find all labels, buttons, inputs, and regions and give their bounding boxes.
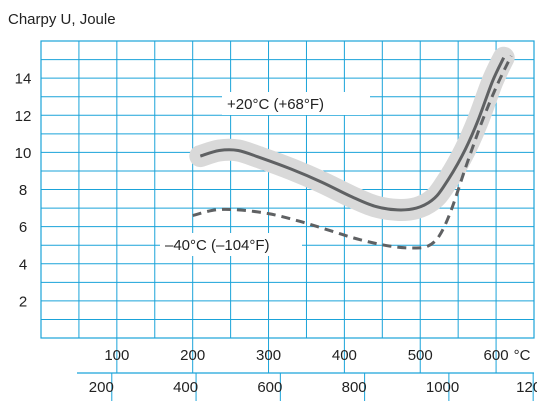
y-tick-label: 8 — [19, 182, 27, 199]
y-tick-label: 10 — [15, 145, 32, 162]
x-fahrenheit-tick-label: 600 — [257, 379, 282, 396]
y-tick-label: 6 — [19, 219, 27, 236]
series-lines — [192, 55, 513, 250]
x-fahrenheit-tick-label: 200 — [89, 379, 114, 396]
x-fahrenheit-tick-label: 400 — [173, 379, 198, 396]
annotation-plus20: +20°C (+68°F) — [227, 96, 324, 113]
x-celsius-tick-label: 500 — [408, 347, 433, 364]
y-tick-label: 14 — [15, 71, 32, 88]
series-line-minus40 — [192, 55, 513, 250]
x-fahrenheit-tick-label: 1200°F — [516, 379, 537, 396]
y-tick-label: 4 — [19, 256, 27, 273]
x-celsius-tick-label: 200 — [180, 347, 205, 364]
x-fahrenheit-tick-label: 1000 — [426, 379, 459, 396]
y-tick-label: 12 — [15, 108, 32, 125]
axis-labels: 2 4 6 8 10 12 14 100 200 300 400 500 600 °C 200 400 600 8… — [15, 71, 537, 401]
plot-frame — [40, 40, 535, 339]
x-celsius-tick-label: 300 — [256, 347, 281, 364]
series-line-plus20 — [199, 57, 506, 212]
x-fahrenheit-tick-label: 800 — [342, 379, 367, 396]
x-celsius-tick-label: 400 — [332, 347, 357, 364]
grid — [40, 40, 535, 339]
x-celsius-unit: °C — [514, 347, 531, 364]
annotation-minus40: –40°C (–104°F) — [165, 237, 270, 254]
y-axis-title: Charpy U, Joule — [8, 11, 116, 28]
x-celsius-tick-label: 600 — [484, 347, 509, 364]
x-celsius-tick-label: 100 — [104, 347, 129, 364]
y-tick-label: 2 — [19, 293, 27, 310]
label-20-background — [222, 92, 370, 115]
label-minus40-background — [160, 233, 302, 256]
